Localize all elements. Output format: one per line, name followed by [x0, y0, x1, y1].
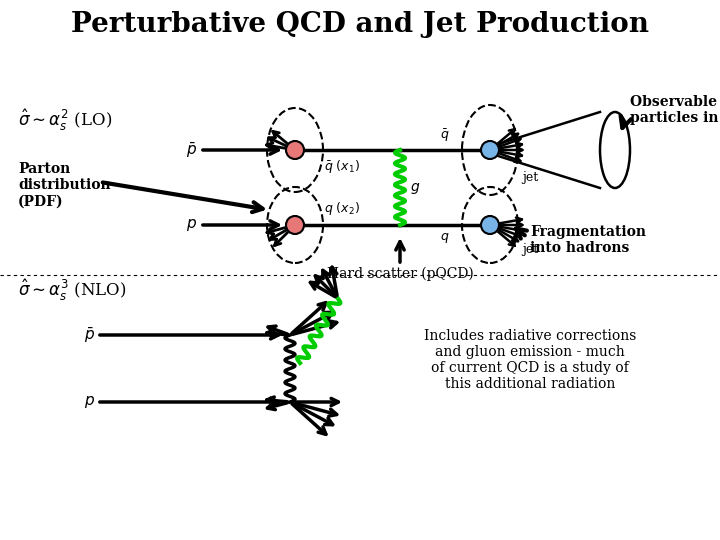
Circle shape	[481, 141, 499, 159]
Text: Hard scatter (pQCD): Hard scatter (pQCD)	[327, 267, 473, 281]
Text: $p$: $p$	[84, 394, 95, 410]
Circle shape	[286, 216, 304, 234]
Text: $\hat{\sigma} \sim \alpha_s^3$ (NLO): $\hat{\sigma} \sim \alpha_s^3$ (NLO)	[18, 277, 127, 303]
Text: $\bar{p}$: $\bar{p}$	[84, 326, 95, 345]
Text: $\bar{q}\ (x_1)$: $\bar{q}\ (x_1)$	[324, 158, 360, 175]
Text: Observable jet of
particles in detector: Observable jet of particles in detector	[630, 95, 720, 125]
Text: jet: jet	[522, 244, 539, 256]
Text: $g$: $g$	[410, 180, 420, 195]
Text: $\bar{q}$: $\bar{q}$	[440, 127, 450, 144]
Circle shape	[481, 216, 499, 234]
Text: Parton
distribution
(PDF): Parton distribution (PDF)	[18, 162, 111, 208]
Text: $p$: $p$	[186, 217, 197, 233]
Text: Includes radiative corrections
and gluon emission - much
of current QCD is a stu: Includes radiative corrections and gluon…	[424, 329, 636, 392]
Text: $q\ (x_2)$: $q\ (x_2)$	[324, 200, 360, 217]
Text: $\hat{\sigma} \sim \alpha_s^2$ (LO): $\hat{\sigma} \sim \alpha_s^2$ (LO)	[18, 107, 112, 133]
Text: $q$: $q$	[440, 231, 450, 245]
Circle shape	[286, 141, 304, 159]
Text: jet: jet	[522, 172, 539, 185]
Text: $\bar{p}$: $\bar{p}$	[186, 140, 197, 159]
Text: Perturbative QCD and Jet Production: Perturbative QCD and Jet Production	[71, 10, 649, 37]
Text: Fragmentation
into hadrons: Fragmentation into hadrons	[530, 225, 646, 255]
